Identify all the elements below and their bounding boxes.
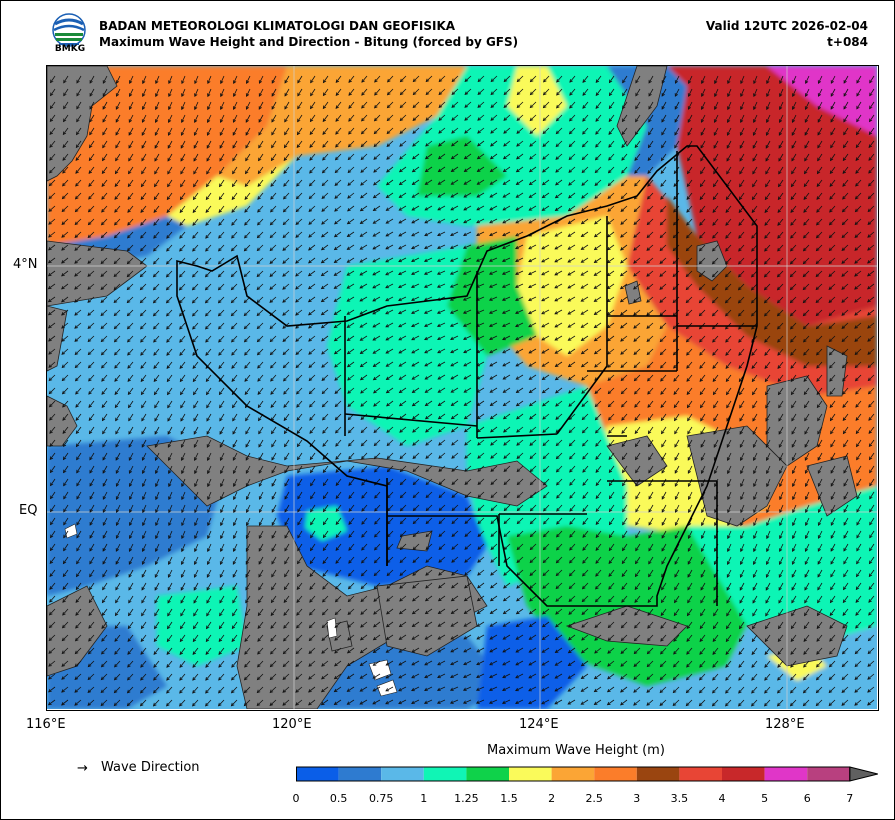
colorbar-swatch (509, 767, 552, 781)
colorbar-tick-label: 0.5 (329, 792, 348, 805)
colorbar-swatch (636, 767, 680, 781)
lead-time: t+084 (827, 35, 868, 49)
agency-title: BADAN METEOROLOGI KLIMATOLOGI DAN GEOFIS… (99, 19, 456, 33)
colorbar-swatch (381, 767, 424, 781)
wave-height-field (47, 66, 877, 709)
product-title: Maximum Wave Height and Direction - Bitu… (99, 35, 519, 49)
graticule (47, 66, 877, 709)
colorbar-tick-label: 6 (803, 792, 811, 805)
colorbar-swatch (423, 767, 467, 781)
wave-direction-arrow-icon: → (77, 761, 88, 776)
wave-map-svg (47, 66, 877, 709)
valid-time: Valid 12UTC 2026-02-04 (705, 19, 868, 33)
colorbar-title: Maximum Wave Height (m) (487, 743, 665, 758)
colorbar-swatch (764, 767, 808, 781)
colorbar-swatch (551, 767, 595, 781)
colorbar-tick-label: 1.25 (454, 792, 479, 805)
lat-label-4n: 4°N (13, 257, 38, 272)
colorbar-tick-label: 0.75 (368, 792, 394, 805)
wave-direction-label: Wave Direction (101, 760, 200, 775)
colorbar-swatch (338, 767, 382, 781)
lat-label-eq: EQ (19, 503, 38, 518)
colorbar-swatch (594, 767, 637, 781)
colorbar-tick-label: 4 (718, 792, 726, 805)
colorbar-swatch (722, 767, 765, 781)
wave-direction-arrows (47, 75, 875, 707)
colorbar-tick-label: 3 (633, 792, 641, 805)
lon-label-120e: 120°E (272, 717, 312, 732)
forecast-zone-boundaries (176, 145, 758, 607)
colorbar-swatch (807, 767, 850, 781)
colorbar-tick-label: 3.5 (670, 792, 689, 805)
colorbar-tick-label: 2.5 (585, 792, 603, 805)
colorbar-tick-label: 0 (292, 792, 300, 805)
bmkg-logo (52, 13, 86, 47)
colorbar-swatch (466, 767, 509, 781)
logo-text: BMKG (54, 44, 86, 54)
wave-map (46, 65, 879, 711)
colorbar-tick-label: 5 (761, 792, 769, 805)
colorbar-tick-label: 1.5 (500, 792, 518, 805)
lon-label-124e: 124°E (519, 717, 559, 732)
colorbar (296, 766, 878, 782)
lon-label-128e: 128°E (765, 717, 805, 732)
colorbar-outline (296, 766, 851, 782)
colorbar-tick-label: 1 (420, 792, 428, 805)
colorbar-swatch (296, 767, 339, 781)
colorbar-swatch (679, 767, 722, 781)
lon-label-116e: 116°E (26, 717, 66, 732)
colorbar-extend-arrow (849, 766, 878, 782)
colorbar-tick-label: 2 (548, 792, 556, 805)
colorbar-tick-label: 7 (846, 792, 854, 805)
